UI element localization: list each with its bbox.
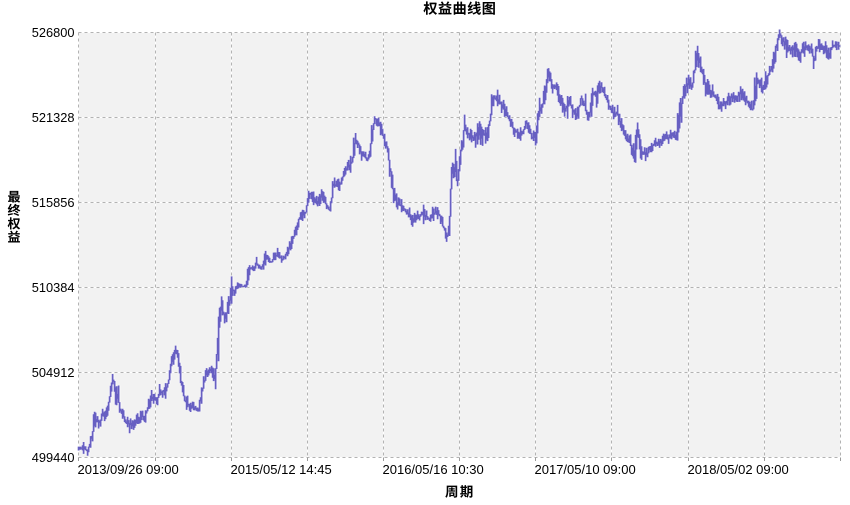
svg-text:2013/09/26 09:00: 2013/09/26 09:00 xyxy=(78,462,179,477)
svg-text:2017/05/10 09:00: 2017/05/10 09:00 xyxy=(535,462,636,477)
svg-text:2015/05/12 14:45: 2015/05/12 14:45 xyxy=(231,462,332,477)
svg-text:521328: 521328 xyxy=(32,110,75,125)
svg-text:2018/05/02 09:00: 2018/05/02 09:00 xyxy=(688,462,789,477)
svg-text:526800: 526800 xyxy=(32,25,75,40)
svg-text:504912: 504912 xyxy=(32,365,75,380)
svg-text:510384: 510384 xyxy=(32,280,75,295)
svg-text:515856: 515856 xyxy=(32,195,75,210)
svg-text:2016/05/16 10:30: 2016/05/16 10:30 xyxy=(383,462,484,477)
svg-text:499440: 499440 xyxy=(32,450,75,465)
